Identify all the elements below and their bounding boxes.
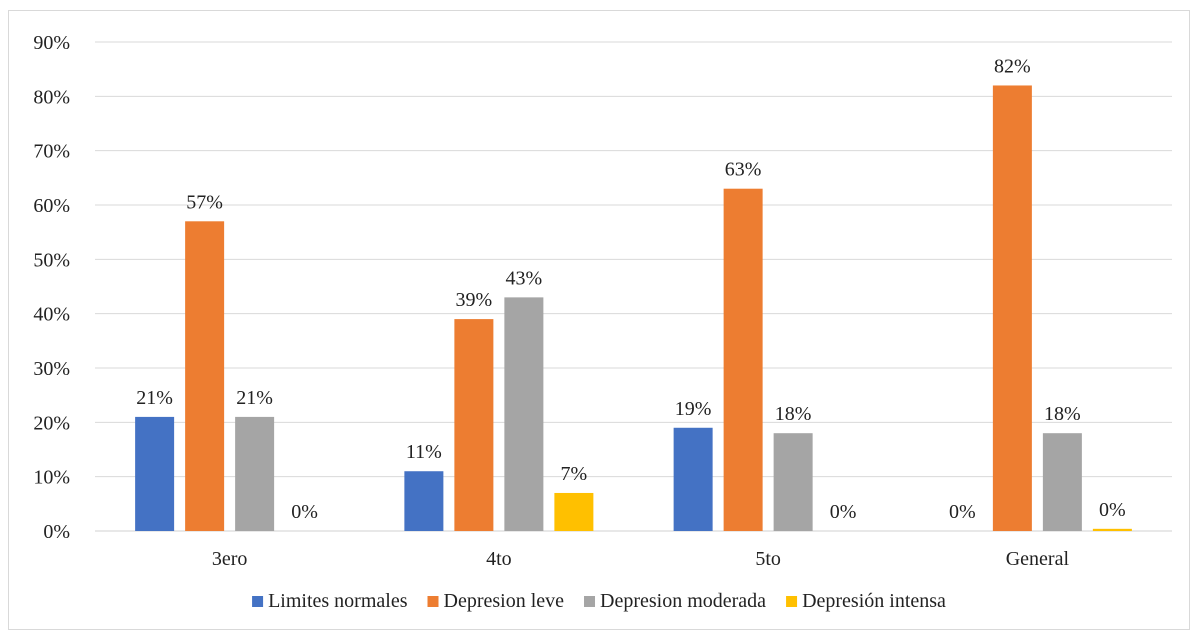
legend-swatch (786, 596, 798, 607)
y-tick-label: 20% (33, 412, 70, 434)
y-tick-label: 50% (33, 249, 70, 271)
data-label: 21% (136, 387, 173, 409)
bar (235, 416, 275, 531)
data-label: 57% (186, 191, 223, 213)
legend-label: Limites normales (268, 590, 408, 612)
bar (773, 433, 813, 531)
data-label: 39% (456, 289, 493, 311)
legend-label: Depresion leve (444, 590, 565, 612)
bar (673, 427, 713, 531)
legend-label: Depresion moderada (600, 590, 766, 612)
data-label: 18% (775, 403, 812, 425)
data-label: 82% (994, 55, 1031, 77)
y-tick-label: 40% (33, 304, 70, 326)
bar (404, 471, 444, 531)
x-category-label: General (1006, 548, 1070, 570)
legend-swatch (584, 596, 596, 607)
legend-swatch (427, 596, 439, 607)
data-label: 0% (291, 501, 318, 523)
x-category-label: 3ero (212, 548, 248, 570)
y-tick-label: 10% (33, 467, 70, 489)
x-category-label: 5to (755, 548, 781, 570)
bar (185, 221, 225, 532)
data-label: 0% (830, 501, 857, 523)
bar (504, 297, 544, 531)
data-label: 7% (561, 463, 588, 485)
data-label: 21% (236, 387, 273, 409)
data-label: 0% (1099, 499, 1126, 521)
legend-label: Depresión intensa (802, 590, 946, 612)
y-tick-label: 80% (33, 86, 70, 108)
bar (1092, 528, 1132, 531)
data-label: 11% (406, 441, 442, 463)
bar (992, 85, 1032, 531)
y-tick-label: 30% (33, 358, 70, 380)
y-tick-label: 70% (33, 141, 70, 163)
data-label: 19% (675, 398, 712, 420)
bar (135, 416, 175, 531)
data-label: 18% (1044, 403, 1081, 425)
y-tick-label: 0% (43, 521, 70, 543)
bar (1042, 433, 1082, 531)
legend-swatch (252, 596, 264, 607)
data-label: 0% (949, 501, 976, 523)
data-label: 63% (725, 159, 762, 181)
data-label: 43% (506, 267, 543, 289)
bar (454, 319, 494, 531)
x-category-label: 4to (486, 548, 512, 570)
bar (723, 188, 763, 531)
y-tick-label: 90% (33, 32, 70, 54)
y-tick-label: 60% (33, 195, 70, 217)
bar (554, 492, 594, 531)
